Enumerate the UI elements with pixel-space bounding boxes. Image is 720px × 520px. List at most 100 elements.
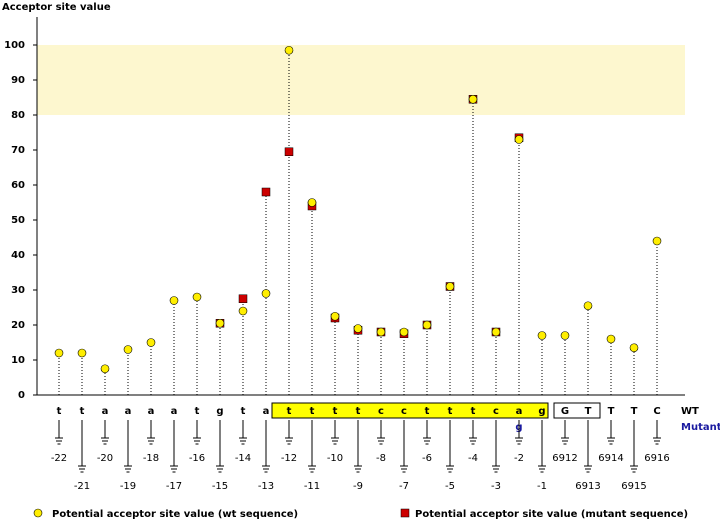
position-label: -18	[143, 453, 159, 464]
position-label: -9	[353, 481, 363, 492]
position-label: -1	[537, 481, 547, 492]
wt-base: a	[102, 406, 109, 417]
mutant-marker	[261, 187, 271, 197]
wt-marker	[629, 343, 639, 353]
position-label: 6914	[598, 453, 623, 464]
mutant-row-label: Mutant	[681, 422, 720, 433]
y-tick-label: 90	[11, 75, 25, 86]
position-label: -22	[51, 453, 67, 464]
y-tick-label: 70	[11, 145, 25, 156]
position-label: 6916	[644, 453, 669, 464]
position-label: 6912	[552, 453, 577, 464]
wt-base: t	[310, 406, 315, 417]
wt-marker	[238, 306, 248, 316]
wt-base: a	[125, 406, 132, 417]
wt-base: T	[608, 406, 615, 417]
wt-base: a	[171, 406, 178, 417]
y-tick-label: 30	[11, 285, 25, 296]
mutant-marker	[238, 294, 248, 303]
wt-marker	[537, 331, 547, 340]
wt-marker	[652, 236, 662, 246]
wt-marker	[583, 301, 593, 311]
y-tick-label: 40	[11, 250, 25, 261]
wt-marker	[307, 198, 317, 207]
wt-base: a	[516, 406, 523, 417]
wt-marker	[215, 318, 225, 328]
position-label: -4	[468, 453, 478, 464]
y-tick-label: 50	[11, 215, 25, 226]
wt-base: c	[493, 406, 499, 417]
position-label: -6	[422, 453, 432, 464]
y-tick-label: 100	[4, 40, 25, 51]
position-label: -11	[304, 481, 320, 492]
legend-mutant-label: Potential acceptor site value (mutant se…	[415, 509, 688, 520]
position-label: -13	[258, 481, 274, 492]
wt-base: t	[333, 406, 338, 417]
y-tick-label: 60	[11, 180, 25, 191]
wt-marker	[261, 289, 271, 298]
wt-base: t	[356, 406, 361, 417]
wt-marker	[284, 45, 294, 55]
wt-marker	[330, 311, 340, 321]
wt-marker	[123, 345, 133, 354]
wt-base: t	[241, 406, 246, 417]
position-label: -10	[327, 453, 343, 464]
wt-marker	[169, 296, 179, 305]
legend-wt-marker	[33, 508, 43, 518]
wt-marker	[100, 364, 110, 374]
wt-base: G	[561, 406, 569, 417]
wt-row-label: WT	[681, 406, 699, 417]
legend-wt-label: Potential acceptor site value (wt sequen…	[52, 509, 298, 520]
mutant-marker	[284, 147, 294, 156]
wt-base: g	[216, 406, 223, 417]
wt-marker	[606, 334, 616, 344]
position-label: 6913	[575, 481, 600, 492]
position-label: -15	[212, 481, 228, 492]
exon-box	[553, 402, 601, 419]
position-label: -17	[166, 481, 182, 492]
wt-base: t	[287, 406, 292, 417]
wt-marker	[376, 327, 386, 337]
position-label: -21	[74, 481, 90, 492]
y-tick-label: 10	[11, 355, 25, 366]
wt-base: t	[195, 406, 200, 417]
wt-marker	[445, 282, 455, 291]
position-label: -3	[491, 481, 501, 492]
position-label: -7	[399, 481, 409, 492]
wt-base: t	[425, 406, 430, 417]
wt-marker	[54, 348, 64, 358]
wt-base: t	[471, 406, 476, 417]
position-label: -19	[120, 481, 136, 492]
wt-base: T	[631, 406, 638, 417]
position-label: -5	[445, 481, 455, 492]
wt-base: t	[80, 406, 85, 417]
wt-marker	[491, 327, 501, 337]
highlight-box	[271, 402, 549, 419]
highlight-band	[37, 45, 685, 115]
y-tick-label: 0	[18, 390, 25, 401]
position-label: -8	[376, 453, 386, 464]
wt-marker	[560, 331, 570, 340]
position-label: -2	[514, 453, 524, 464]
wt-base: t	[448, 406, 453, 417]
position-label: -12	[281, 453, 297, 464]
wt-marker	[399, 327, 409, 337]
y-tick-label: 80	[11, 110, 25, 121]
wt-marker	[192, 292, 202, 302]
wt-marker	[146, 338, 156, 347]
wt-base: C	[653, 406, 660, 417]
wt-base: a	[263, 406, 270, 417]
wt-marker	[514, 135, 524, 144]
position-label: -16	[189, 453, 205, 464]
wt-base: c	[378, 406, 384, 417]
y-tick-label: 20	[11, 320, 25, 331]
position-label: -20	[97, 453, 113, 464]
y-axis-label: Acceptor site value	[2, 2, 111, 13]
wt-base: g	[538, 406, 545, 417]
wt-base: T	[585, 406, 592, 417]
position-label: -14	[235, 453, 251, 464]
wt-marker	[353, 324, 363, 333]
legend-mutant-marker	[400, 508, 410, 518]
wt-marker	[422, 320, 432, 330]
